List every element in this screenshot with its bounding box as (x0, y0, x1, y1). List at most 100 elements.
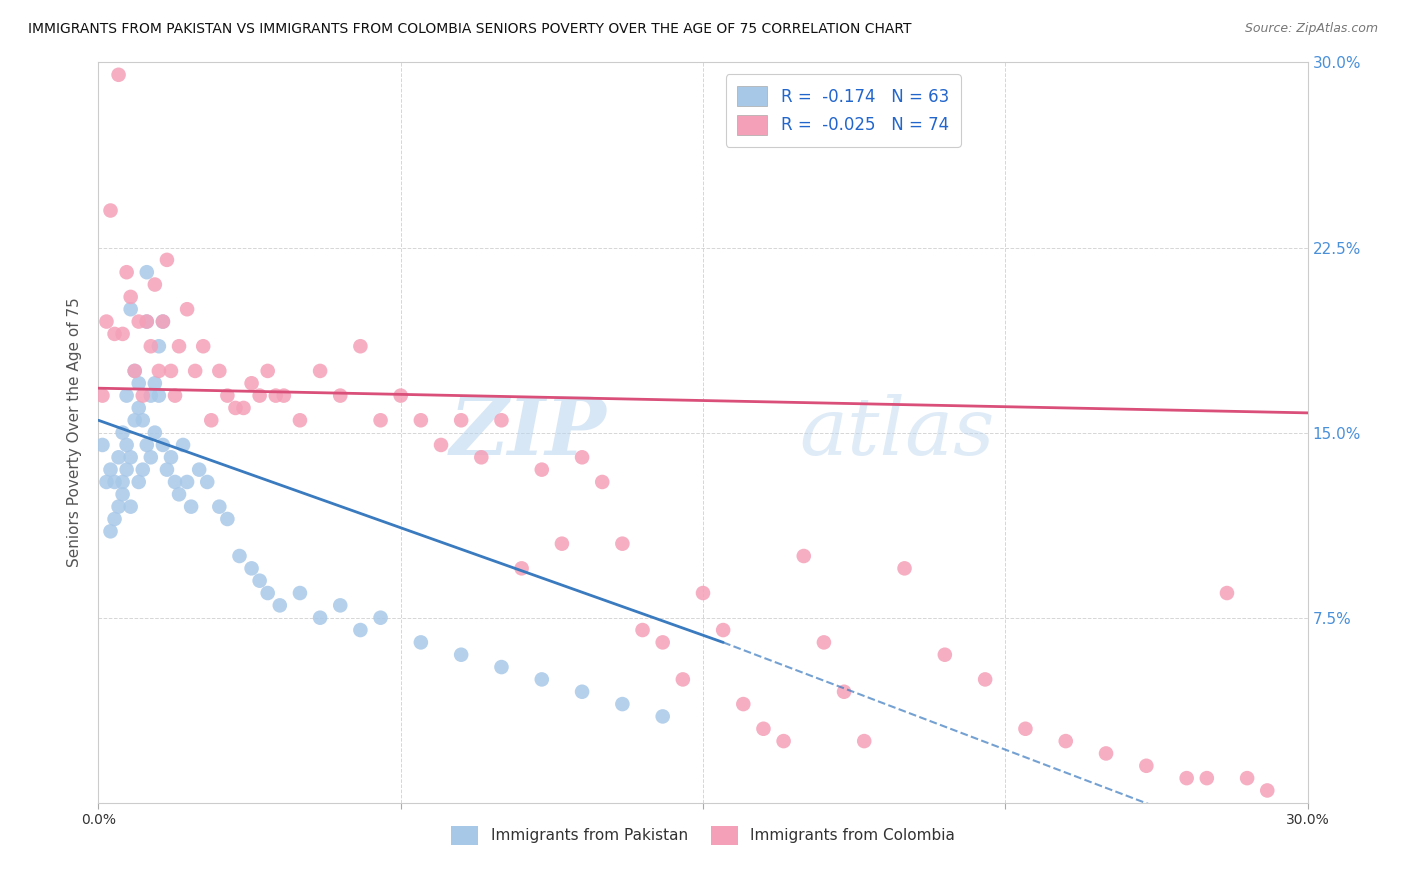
Point (124, 364, 146, 378)
Point (128, 401, 150, 415)
Point (470, 450, 492, 465)
Point (228, 549, 250, 563)
Point (96, 314, 118, 328)
Text: Source: ZipAtlas.com: Source: ZipAtlas.com (1244, 22, 1378, 36)
Point (180, 500, 202, 514)
Point (329, 599, 352, 613)
Point (111, 475, 134, 489)
Point (256, 364, 278, 378)
Point (124, 364, 146, 378)
Point (91, 388, 114, 402)
Point (733, 697, 755, 711)
Point (893, 561, 915, 575)
Point (148, 339, 170, 353)
Point (91, 438, 114, 452)
Point (163, 388, 186, 402)
Point (143, 277, 166, 292)
Point (1216, 586, 1239, 600)
Point (269, 599, 291, 613)
Point (793, 549, 815, 563)
Point (132, 388, 155, 402)
Point (571, 685, 593, 699)
Point (172, 438, 194, 452)
Point (249, 388, 271, 402)
Point (160, 364, 183, 378)
Point (1014, 722, 1036, 736)
Point (510, 561, 533, 575)
Point (107, 450, 129, 465)
Y-axis label: Seniors Poverty Over the Age of 75: Seniors Poverty Over the Age of 75 (67, 298, 83, 567)
Point (100, 524, 122, 539)
Point (450, 648, 472, 662)
Point (107, 68, 129, 82)
Point (530, 462, 553, 476)
Point (692, 586, 714, 600)
Point (288, 586, 311, 600)
Point (551, 536, 574, 550)
Point (120, 500, 142, 514)
Point (156, 252, 179, 267)
Point (115, 462, 138, 476)
Point (264, 388, 287, 402)
Point (184, 364, 207, 378)
Point (135, 314, 157, 328)
Point (143, 425, 166, 440)
Point (195, 475, 218, 489)
Point (232, 401, 254, 415)
Point (651, 709, 673, 723)
Point (200, 413, 222, 427)
Point (135, 438, 157, 452)
Point (115, 438, 138, 452)
Point (143, 376, 166, 391)
Point (309, 610, 332, 624)
Point (571, 450, 593, 465)
Point (450, 413, 472, 427)
Point (132, 462, 155, 476)
Point (1236, 771, 1258, 785)
Point (139, 388, 162, 402)
Point (128, 314, 150, 328)
Point (491, 660, 513, 674)
Point (240, 376, 263, 391)
Point (124, 413, 146, 427)
Point (156, 462, 179, 476)
Point (115, 388, 138, 402)
Point (612, 536, 634, 550)
Point (120, 302, 142, 317)
Point (139, 450, 162, 465)
Point (349, 339, 371, 353)
Point (832, 685, 855, 699)
Text: atlas: atlas (800, 394, 995, 471)
Point (208, 364, 231, 378)
Point (813, 635, 835, 649)
Point (752, 722, 775, 736)
Point (128, 376, 150, 391)
Point (107, 500, 129, 514)
Point (111, 487, 134, 501)
Point (139, 339, 162, 353)
Point (111, 425, 134, 440)
Point (934, 648, 956, 662)
Point (249, 574, 271, 588)
Point (128, 475, 150, 489)
Point (370, 610, 392, 624)
Point (1175, 771, 1198, 785)
Point (409, 413, 432, 427)
Point (974, 673, 997, 687)
Point (217, 512, 239, 526)
Text: ZIP: ZIP (450, 394, 606, 471)
Point (329, 388, 352, 402)
Point (103, 512, 125, 526)
Point (273, 388, 295, 402)
Point (309, 364, 332, 378)
Point (188, 462, 211, 476)
Point (591, 475, 613, 489)
Point (152, 314, 174, 328)
Point (167, 339, 190, 353)
Point (853, 734, 876, 748)
Point (120, 290, 142, 304)
Point (224, 401, 246, 415)
Point (176, 302, 198, 317)
Point (256, 586, 278, 600)
Point (530, 673, 553, 687)
